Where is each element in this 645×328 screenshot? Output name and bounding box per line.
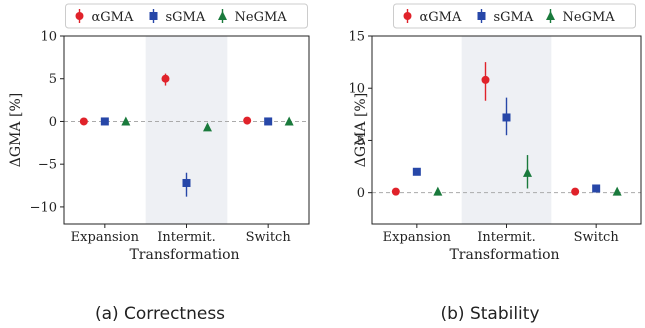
- αgma-point: [79, 117, 88, 126]
- y-tick-label: 5: [357, 134, 365, 149]
- x-tick-label: Intermit.: [477, 230, 535, 245]
- αgma-point: [243, 116, 252, 125]
- y-tick-label: 15: [348, 30, 365, 45]
- sgma-point: [264, 117, 273, 126]
- legend-label: sGMA: [166, 10, 206, 25]
- chart-panel-1: 10 5 0 −5 −10 Expansion Intermit. Switch Transfo…: [8, 3, 310, 324]
- x-tick-label: Expansion: [383, 230, 452, 245]
- panel-caption: (a) Correctness: [95, 304, 225, 324]
- x-tick-label: Expansion: [71, 230, 140, 245]
- legend-label: sGMA: [494, 10, 534, 25]
- legend-label: αGMA: [92, 10, 134, 25]
- y-axis-label: ΔGMA [%]: [353, 93, 369, 167]
- y-axis-label: ΔGMA [%]: [8, 93, 24, 167]
- y-tick-label: −10: [30, 200, 57, 215]
- y-tick-label: 0: [49, 115, 57, 130]
- legend-label: αGMA: [420, 10, 462, 25]
- αgma-legend-marker: [403, 12, 412, 20]
- legend-label: NeGMA: [563, 10, 616, 25]
- negma-point: [203, 122, 212, 132]
- sgma-point: [412, 167, 421, 176]
- αgma-legend-marker: [75, 12, 84, 20]
- sgma-legend-marker: [149, 12, 158, 20]
- panel-caption: (b) Stability: [440, 304, 539, 324]
- chart-panel-2: 15 10 5 0 Expansion Intermit. Switch Transforma…: [348, 3, 642, 324]
- sgma-point: [502, 113, 511, 122]
- negma-point: [523, 167, 532, 177]
- x-tick-label: Switch: [574, 230, 620, 245]
- negma-point: [121, 116, 131, 126]
- αgma-point: [391, 187, 400, 196]
- αgma-point: [481, 75, 490, 84]
- x-axis-label: Transformation: [129, 247, 239, 263]
- y-tick-label: 10: [348, 82, 365, 97]
- negma-legend-marker: [218, 11, 227, 20]
- sgma-point: [182, 178, 191, 187]
- legend: αGMA sGMA NeGMA: [65, 3, 308, 29]
- legend-box: [393, 3, 636, 29]
- x-axis-label: Transformation: [449, 247, 559, 263]
- x-tick-label: Switch: [246, 230, 292, 245]
- y-tick-label: 0: [357, 186, 365, 201]
- negma-point: [433, 186, 443, 196]
- negma-point: [284, 116, 294, 126]
- legend-box: [65, 3, 308, 29]
- negma-legend-marker: [546, 11, 555, 20]
- αgma-point: [571, 187, 580, 196]
- y-tick-label: 10: [40, 30, 57, 45]
- y-tick-label: 5: [49, 72, 57, 87]
- x-tick-label: Intermit.: [157, 230, 215, 245]
- y-tick-label: −5: [38, 158, 57, 173]
- sgma-legend-marker: [477, 12, 486, 20]
- αgma-point: [161, 74, 170, 83]
- legend-label: NeGMA: [235, 10, 288, 25]
- negma-point: [612, 186, 622, 196]
- legend: αGMA sGMA NeGMA: [393, 3, 636, 29]
- sgma-point: [592, 184, 601, 193]
- sgma-point: [100, 117, 109, 126]
